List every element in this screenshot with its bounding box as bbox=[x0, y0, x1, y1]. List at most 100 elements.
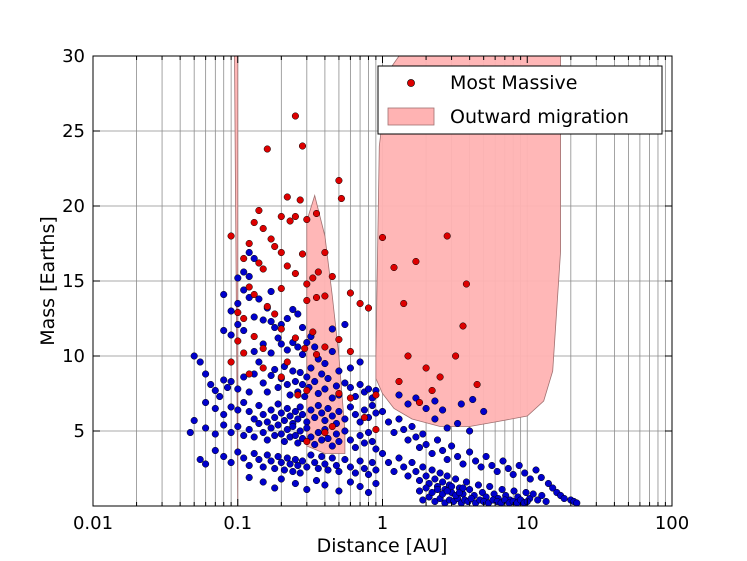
series-others-points bbox=[186, 248, 581, 507]
data-point-other bbox=[227, 403, 235, 411]
data-point-most-massive bbox=[240, 349, 248, 357]
data-point-other bbox=[335, 487, 343, 495]
data-point-most-massive bbox=[328, 422, 336, 431]
data-point-most-massive bbox=[245, 370, 253, 378]
data-point-other bbox=[283, 404, 291, 413]
series-most-massive-points bbox=[227, 112, 481, 446]
data-point-most-massive bbox=[462, 280, 470, 288]
data-point-other bbox=[335, 467, 343, 476]
data-point-other bbox=[415, 443, 424, 452]
data-point-other bbox=[510, 487, 518, 495]
data-point-other bbox=[289, 467, 297, 476]
data-point-most-massive bbox=[286, 217, 294, 225]
data-point-other bbox=[368, 401, 376, 410]
data-point-other bbox=[412, 433, 420, 441]
data-point-other bbox=[255, 358, 263, 366]
data-point-other bbox=[234, 406, 242, 414]
data-point-most-massive bbox=[328, 272, 336, 281]
data-point-other bbox=[346, 383, 354, 392]
data-point-other bbox=[474, 481, 482, 489]
y-tick-label: 10 bbox=[62, 346, 85, 367]
data-point-other bbox=[328, 454, 336, 462]
data-point-other bbox=[395, 391, 403, 399]
data-point-other bbox=[274, 334, 282, 342]
data-point-other bbox=[321, 416, 329, 425]
data-point-other bbox=[351, 410, 359, 419]
data-point-other bbox=[291, 479, 299, 488]
data-point-other bbox=[220, 290, 228, 299]
data-point-other bbox=[277, 340, 285, 348]
data-point-other bbox=[303, 463, 311, 471]
data-point-most-massive bbox=[312, 350, 321, 359]
data-point-other bbox=[245, 425, 253, 434]
data-point-most-massive bbox=[291, 112, 299, 120]
data-point-other bbox=[346, 436, 354, 444]
data-point-other bbox=[296, 403, 304, 411]
data-point-other bbox=[372, 445, 380, 453]
data-point-most-massive bbox=[443, 232, 451, 240]
data-point-other bbox=[321, 385, 329, 393]
data-point-other bbox=[291, 407, 299, 416]
data-point-other bbox=[280, 437, 288, 446]
data-point-other bbox=[404, 472, 412, 480]
data-point-other bbox=[457, 400, 465, 408]
data-point-other bbox=[202, 424, 210, 432]
y-tick-label: 20 bbox=[62, 196, 85, 217]
data-point-other bbox=[307, 364, 315, 372]
data-point-other bbox=[549, 484, 557, 492]
data-point-most-massive bbox=[372, 425, 380, 434]
data-point-other bbox=[395, 415, 403, 423]
data-point-most-massive bbox=[321, 292, 329, 300]
data-point-other bbox=[529, 490, 537, 498]
data-point-other bbox=[245, 388, 253, 396]
data-point-other bbox=[227, 331, 235, 339]
data-point-other bbox=[443, 472, 451, 480]
data-point-other bbox=[488, 461, 496, 470]
data-point-other bbox=[328, 412, 336, 420]
data-point-other bbox=[415, 487, 424, 495]
data-point-other bbox=[384, 458, 393, 467]
data-point-other bbox=[318, 370, 326, 378]
data-point-most-massive bbox=[301, 344, 309, 353]
legend-label-outward-migration: Outward migration bbox=[450, 106, 629, 128]
data-point-other bbox=[277, 458, 285, 467]
data-point-other bbox=[314, 428, 322, 437]
data-point-most-massive bbox=[346, 347, 354, 356]
data-point-other bbox=[428, 466, 436, 474]
data-point-other bbox=[335, 367, 343, 375]
data-point-most-massive bbox=[400, 299, 408, 308]
data-point-other bbox=[356, 482, 364, 491]
data-point-most-massive bbox=[250, 290, 258, 299]
data-point-other bbox=[534, 496, 542, 504]
data-point-other bbox=[314, 464, 322, 473]
data-point-other bbox=[227, 307, 235, 315]
data-point-other bbox=[443, 487, 451, 495]
data-point-other bbox=[240, 373, 248, 381]
data-point-other bbox=[283, 425, 291, 434]
data-point-other bbox=[368, 437, 376, 446]
data-point-other bbox=[220, 326, 228, 335]
data-point-most-massive bbox=[263, 302, 271, 311]
data-point-other bbox=[291, 455, 299, 464]
data-point-most-massive bbox=[283, 358, 291, 366]
data-point-other bbox=[255, 419, 263, 428]
data-point-other bbox=[240, 431, 248, 440]
data-point-other bbox=[538, 491, 546, 500]
data-point-most-massive bbox=[291, 212, 299, 221]
data-point-most-massive bbox=[404, 352, 412, 360]
data-point-most-massive bbox=[250, 332, 258, 341]
data-point-most-massive bbox=[240, 254, 248, 263]
data-point-most-massive bbox=[277, 325, 285, 333]
data-point-other bbox=[467, 494, 475, 503]
data-point-most-massive bbox=[390, 263, 398, 272]
data-point-most-massive bbox=[259, 224, 267, 233]
data-point-most-massive bbox=[395, 377, 403, 386]
data-point-other bbox=[341, 320, 349, 329]
data-point-most-massive bbox=[335, 176, 343, 185]
data-point-other bbox=[360, 439, 368, 447]
data-point-most-massive bbox=[259, 364, 267, 372]
x-tick-label: 1 bbox=[377, 513, 388, 534]
data-point-most-massive bbox=[422, 364, 430, 372]
data-point-other bbox=[286, 391, 294, 399]
data-point-other bbox=[422, 440, 430, 449]
